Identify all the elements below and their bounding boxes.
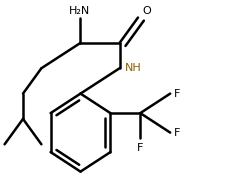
Text: F: F [136, 143, 143, 153]
Text: H₂N: H₂N [68, 6, 90, 16]
Text: O: O [142, 6, 151, 16]
Text: NH: NH [125, 63, 142, 73]
Text: F: F [173, 128, 179, 138]
Text: F: F [173, 89, 179, 99]
